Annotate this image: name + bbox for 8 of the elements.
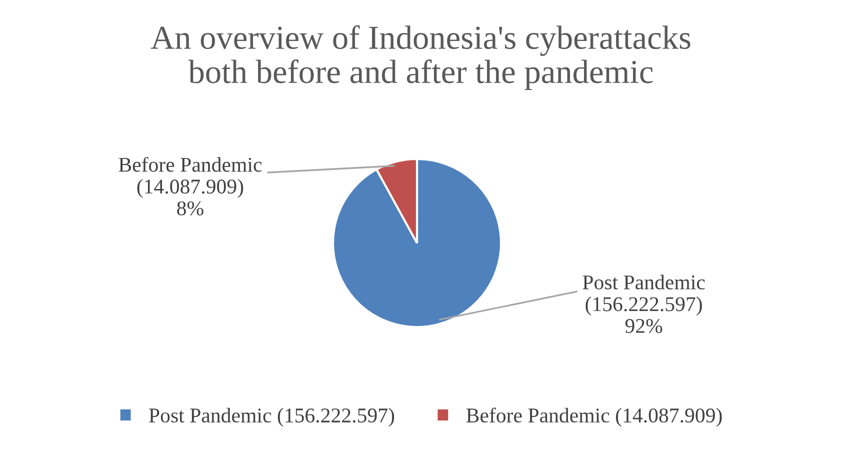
data-label: 92% (625, 318, 662, 334)
chart-title: An overview of Indonesia's cyberattacks both before and after the pandemic (150, 25, 690, 90)
pie-slice (332, 158, 502, 328)
slice-label: Post Pandemic (156.222.597) (582, 274, 705, 316)
data-label: 8% (177, 201, 204, 216)
legend-label: Before Pandemic (14.087.909) (466, 408, 722, 427)
slice-label: Before Pandemic (14.087.909) (118, 156, 262, 198)
legend-label: Post Pandemic (156.222.597) (149, 408, 394, 427)
